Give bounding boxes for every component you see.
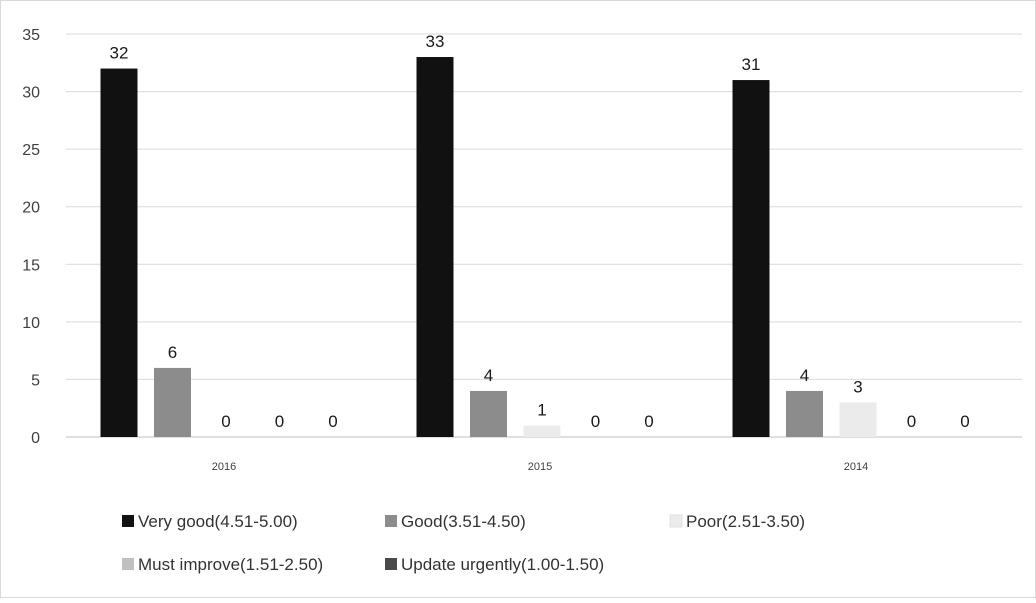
data-label: 1 (537, 400, 546, 419)
legend-label: Very good(4.51-5.00) (138, 512, 298, 531)
legend-label: Good(3.51-4.50) (401, 512, 526, 531)
x-tick-label: 2016 (212, 461, 236, 473)
legend-swatch (122, 558, 134, 570)
data-label: 0 (221, 412, 230, 431)
bar-2015-series-1 (416, 57, 454, 438)
bar-2015-series-2 (470, 390, 507, 437)
data-label: 0 (328, 412, 337, 431)
data-labels: 32 6 0 0 0 33 4 1 0 0 31 4 3 0 0 (110, 32, 970, 431)
legend-swatch (385, 558, 397, 570)
data-label: 6 (168, 343, 177, 362)
bar-2014-series-2 (786, 390, 823, 437)
data-label: 0 (591, 412, 600, 431)
data-label: 3 (853, 377, 862, 396)
data-label: 4 (800, 366, 809, 385)
legend-label: Poor(2.51-3.50) (686, 512, 805, 531)
bar-2015-series-3 (523, 425, 561, 437)
x-axis: 2016 2015 2014 (212, 461, 868, 473)
data-label: 0 (907, 412, 916, 431)
x-tick-label: 2014 (844, 461, 868, 473)
data-label: 0 (275, 412, 284, 431)
data-label: 32 (110, 44, 129, 63)
legend-swatch (122, 515, 134, 527)
bar-2014-series-3 (839, 402, 877, 437)
y-tick-label: 15 (22, 257, 40, 274)
bars (100, 57, 877, 438)
data-label: 0 (644, 412, 653, 431)
y-tick-label: 20 (22, 200, 40, 217)
legend-swatch (385, 515, 397, 527)
bar-2014-series-1 (732, 80, 770, 438)
legend-label: Must improve(1.51-2.50) (138, 555, 323, 574)
y-tick-label: 30 (22, 85, 40, 102)
y-tick-label: 0 (31, 430, 40, 447)
y-tick-label: 35 (22, 27, 40, 44)
y-tick-label: 25 (22, 142, 40, 159)
y-tick-label: 5 (31, 372, 40, 389)
data-label: 4 (484, 366, 493, 385)
gridlines (66, 33, 1022, 438)
data-label: 31 (742, 55, 761, 74)
data-label: 33 (426, 32, 445, 51)
bar-2016-series-1 (100, 68, 138, 438)
y-tick-label: 10 (22, 315, 40, 332)
y-axis: 0 5 10 15 20 25 30 35 (22, 27, 40, 447)
data-label: 0 (960, 412, 969, 431)
legend-label: Update urgently(1.00-1.50) (401, 555, 604, 574)
bar-2016-series-2 (154, 367, 191, 437)
x-tick-label: 2015 (528, 461, 552, 473)
legend: Very good(4.51-5.00) Good(3.51-4.50) Poor(… (122, 512, 805, 574)
legend-swatch (669, 514, 683, 528)
